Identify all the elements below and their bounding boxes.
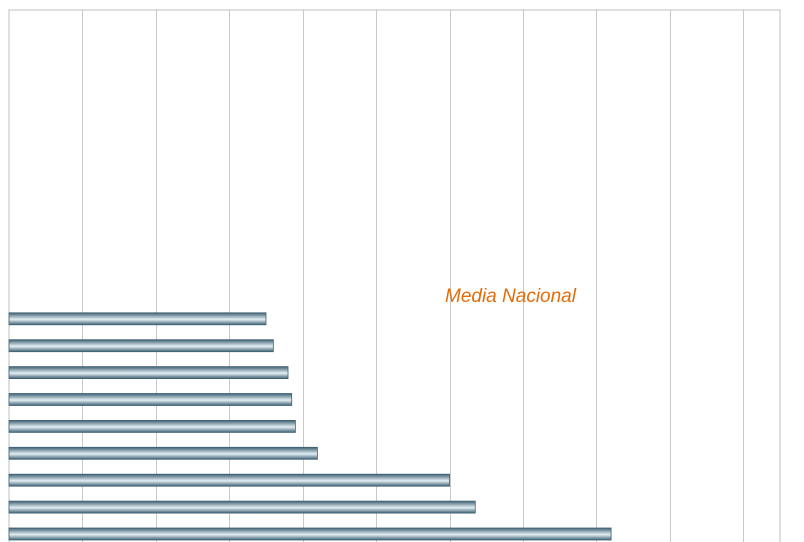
bar <box>8 366 289 380</box>
bar <box>8 339 274 353</box>
bar <box>8 393 293 406</box>
bar <box>8 500 476 514</box>
gridlines <box>8 9 781 542</box>
bar <box>8 527 612 541</box>
bar <box>8 312 267 326</box>
bar <box>8 473 450 487</box>
bar <box>8 419 296 433</box>
bar <box>8 446 318 460</box>
media-nacional-label: Media Nacional <box>445 286 577 307</box>
bars <box>8 312 612 541</box>
plot-frame <box>8 9 781 542</box>
